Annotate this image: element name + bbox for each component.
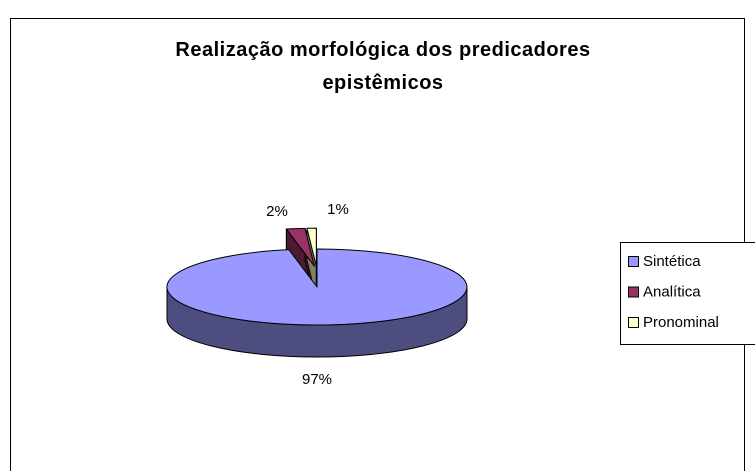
- slice: [166, 248, 468, 326]
- legend-box: [620, 242, 755, 345]
- data-label: 1%: [327, 201, 349, 218]
- legend-swatch: [628, 317, 639, 328]
- data-label: 2%: [266, 203, 288, 220]
- chart-title: Realização morfológica dos predicadores …: [175, 39, 591, 94]
- legend-label: Pronominal: [643, 314, 719, 331]
- data-label: 97%: [302, 371, 332, 388]
- slice: [285, 227, 315, 267]
- legend-label: Sintética: [643, 253, 701, 270]
- legend-label: Analítica: [643, 283, 701, 300]
- legend-swatch: [628, 286, 639, 298]
- slice: [306, 227, 317, 267]
- legend-swatch: [628, 256, 639, 267]
